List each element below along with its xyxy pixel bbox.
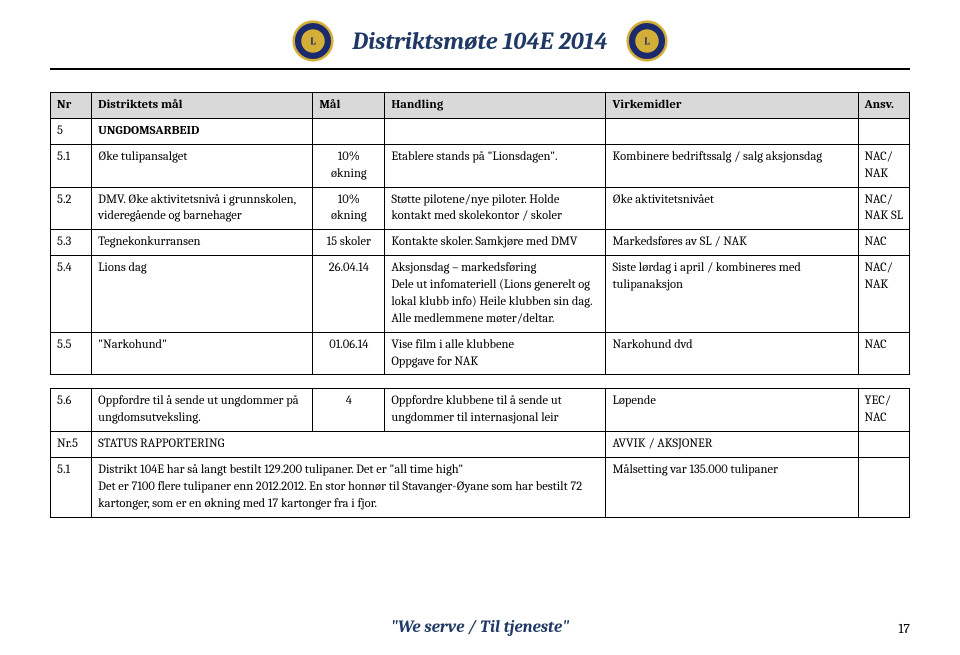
th-nr: Nr bbox=[51, 93, 92, 119]
cell-nr: 5.1 bbox=[51, 458, 92, 518]
cell-mal1: Øke tulipansalget bbox=[92, 144, 313, 187]
cell-mal2: 26.04.14 bbox=[313, 256, 385, 333]
th-virk: Virkemidler bbox=[606, 93, 858, 119]
cell-nr: 5.5 bbox=[51, 332, 92, 375]
table-row: 5.2DMV. Øke aktivitetsnivå i grunnskolen… bbox=[51, 187, 910, 230]
cell-virk: Markedsføres av SL / NAK bbox=[606, 230, 858, 256]
svg-text:L: L bbox=[644, 35, 650, 47]
th-mal1: Distriktets mål bbox=[92, 93, 313, 119]
cell-mal2: 01.06.14 bbox=[313, 332, 385, 375]
cell-ansv: NAC/ NAK bbox=[858, 144, 909, 187]
cell-mal2: 10% økning bbox=[313, 187, 385, 230]
table-row: 5UNGDOMSARBEID bbox=[51, 118, 910, 144]
table-row: 5.6Oppfordre til å sende ut ungdommer på… bbox=[51, 389, 910, 432]
th-mal2: Mål bbox=[313, 93, 385, 119]
page-footer: "We serve / Til tjeneste" 17 bbox=[0, 618, 960, 637]
cell-ansv: NAC/ NAK bbox=[858, 256, 909, 333]
cell-section: UNGDOMSARBEID bbox=[92, 118, 313, 144]
cell-ansv: NAC bbox=[858, 230, 909, 256]
page-header: L Distriktsmøte 104E 2014 L bbox=[50, 20, 910, 62]
cell-mal2 bbox=[313, 118, 385, 144]
cell-mal2: 4 bbox=[313, 389, 385, 432]
cell-hand: Aksjonsdag – markedsføringDele ut infoma… bbox=[385, 256, 606, 333]
page-title: Distriktsmøte 104E 2014 bbox=[352, 27, 607, 55]
cell-hand bbox=[385, 118, 606, 144]
cell-nr: 5.3 bbox=[51, 230, 92, 256]
cell-hand: Kontakte skoler. Samkjøre med DMV bbox=[385, 230, 606, 256]
cell-nr: 5.4 bbox=[51, 256, 92, 333]
cell-ansv bbox=[858, 432, 909, 458]
cell-mal1: "Narkohund" bbox=[92, 332, 313, 375]
th-ansv: Ansv. bbox=[858, 93, 909, 119]
cell-virk: AVVIK / AKSJONER bbox=[606, 432, 858, 458]
cell-nr: 5.1 bbox=[51, 144, 92, 187]
cell-nr: 5.2 bbox=[51, 187, 92, 230]
table-row: 5.3Tegnekonkurransen15 skolerKontakte sk… bbox=[51, 230, 910, 256]
cell-wide: Distrikt 104E har så langt bestilt 129.2… bbox=[92, 458, 606, 518]
cell-mal1: Tegnekonkurransen bbox=[92, 230, 313, 256]
cell-mal1: DMV. Øke aktivitetsnivå i grunnskolen, v… bbox=[92, 187, 313, 230]
cell-hand: Etablere stands på "Lionsdagen". bbox=[385, 144, 606, 187]
cell-nr: Nr.5 bbox=[51, 432, 92, 458]
cell-hand: Støtte pilotene/nye piloter. Holde konta… bbox=[385, 187, 606, 230]
cell-nr: 5.6 bbox=[51, 389, 92, 432]
header-divider bbox=[50, 68, 910, 70]
cell-hand: Oppfordre klubbene til å sende ut ungdom… bbox=[385, 389, 606, 432]
cell-ansv: NAC/ NAK SL bbox=[858, 187, 909, 230]
cell-ansv: NAC bbox=[858, 332, 909, 375]
cell-virk: Kombinere bedriftssalg / salg aksjonsdag bbox=[606, 144, 858, 187]
table-row: Nr.5STATUS RAPPORTERINGAVVIK / AKSJONER bbox=[51, 432, 910, 458]
cell-mal1: Oppfordre til å sende ut ungdommer på un… bbox=[92, 389, 313, 432]
lions-logo-left: L bbox=[292, 20, 334, 62]
table-header-row: Nr Distriktets mål Mål Handling Virkemid… bbox=[51, 93, 910, 119]
cell-virk: Målsetting var 135.000 tulipaner bbox=[606, 458, 858, 518]
cell-virk: Narkohund dvd bbox=[606, 332, 858, 375]
footer-text: "We serve / Til tjeneste" bbox=[391, 618, 570, 637]
th-hand: Handling bbox=[385, 93, 606, 119]
page-number: 17 bbox=[898, 620, 910, 637]
cell-mal2: 15 skoler bbox=[313, 230, 385, 256]
cell-virk: Løpende bbox=[606, 389, 858, 432]
table-row: 5.1Øke tulipansalget10% økningEtablere s… bbox=[51, 144, 910, 187]
svg-text:L: L bbox=[311, 35, 317, 47]
cell-virk: Øke aktivitetsnivået bbox=[606, 187, 858, 230]
goals-table: Nr Distriktets mål Mål Handling Virkemid… bbox=[50, 92, 910, 518]
cell-ansv: YEC/ NAC bbox=[858, 389, 909, 432]
table-row: 5.1Distrikt 104E har så langt bestilt 12… bbox=[51, 458, 910, 518]
cell-ansv bbox=[858, 458, 909, 518]
cell-status: STATUS RAPPORTERING bbox=[92, 432, 606, 458]
cell-mal2: 10% økning bbox=[313, 144, 385, 187]
cell-virk bbox=[606, 118, 858, 144]
lions-logo-right: L bbox=[626, 20, 668, 62]
table-row: 5.4Lions dag26.04.14Aksjonsdag – markeds… bbox=[51, 256, 910, 333]
cell-ansv bbox=[858, 118, 909, 144]
cell-virk: Siste lørdag i april / kombineres med tu… bbox=[606, 256, 858, 333]
cell-mal1: Lions dag bbox=[92, 256, 313, 333]
cell-nr: 5 bbox=[51, 118, 92, 144]
table-row: 5.5"Narkohund"01.06.14Vise film i alle k… bbox=[51, 332, 910, 375]
cell-hand: Vise film i alle klubbeneOppgave for NAK bbox=[385, 332, 606, 375]
